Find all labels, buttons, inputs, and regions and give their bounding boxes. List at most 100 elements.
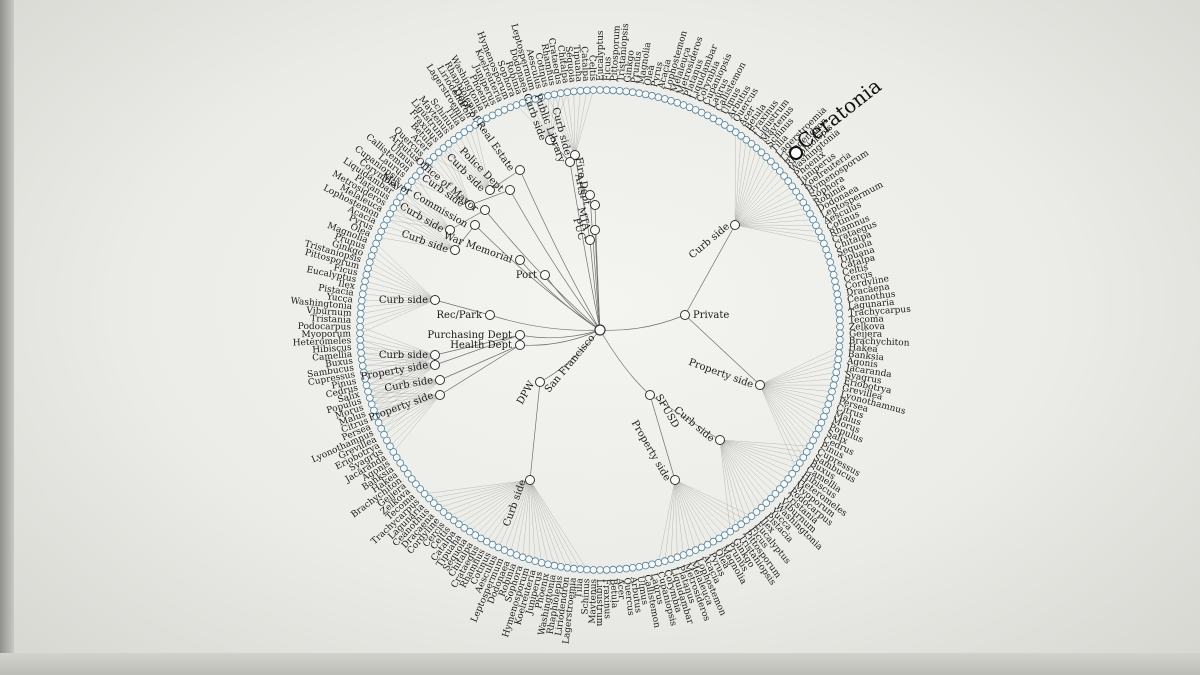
leaf-node <box>392 453 401 462</box>
site-node <box>465 200 475 210</box>
tree-link <box>684 314 761 386</box>
leaf-fan-link <box>734 207 807 226</box>
leaf-fan-link <box>359 299 436 334</box>
leaf-fan-link <box>364 378 441 381</box>
leaf-node <box>361 277 369 286</box>
highlighted-leaf[interactable]: Ceratonia <box>789 73 886 160</box>
leaf-fan-link <box>759 384 827 411</box>
leaf-fan-link <box>719 439 731 532</box>
leaf-node <box>357 349 365 357</box>
leaf-fan-link <box>734 161 772 226</box>
leaf-fan-link <box>362 364 436 367</box>
leaf-fan-link <box>378 379 441 423</box>
leaf-fan-link <box>759 384 819 429</box>
leaf-node <box>806 210 814 218</box>
highlighted-leaf-label[interactable]: Ceratonia <box>792 73 886 153</box>
leaf-label: Tristaniopsis <box>616 23 631 83</box>
caretaker-label: Rec/Park <box>437 310 483 321</box>
tree-link <box>474 224 601 331</box>
site-label: Property side <box>629 419 673 484</box>
site-node <box>715 435 725 445</box>
leaf-node <box>737 520 745 528</box>
leaf-node <box>416 167 425 175</box>
leaf-node <box>835 309 844 318</box>
monitor-bezel <box>0 0 14 675</box>
leaf-node <box>434 503 443 512</box>
leaf-fan-link <box>734 156 767 226</box>
leaf-node <box>799 198 808 207</box>
leaf-fan-link <box>567 92 576 156</box>
site-node <box>430 295 440 305</box>
leaf-node <box>477 117 485 126</box>
leaf-node <box>752 144 761 152</box>
leaf-label: Myoporum <box>301 329 351 340</box>
leaf-node <box>835 335 844 344</box>
leaf-node <box>477 534 485 543</box>
leaf-node <box>731 524 740 532</box>
leaf-fan-link <box>371 379 441 405</box>
leaf-fan-link <box>719 439 807 453</box>
highlighted-leaf-node[interactable] <box>789 146 803 160</box>
leaf-fan-link <box>719 439 793 474</box>
leaf-label: Viburnum <box>305 306 352 319</box>
leaf-node <box>771 162 780 171</box>
leaf-fan-link <box>443 147 471 206</box>
leaf-fan-link <box>522 479 531 558</box>
site-node <box>755 380 765 390</box>
leaf-fan-link <box>759 384 804 458</box>
leaf-node <box>802 448 811 456</box>
leaf-node <box>425 157 433 166</box>
leaf-node <box>367 400 376 409</box>
leaf-fan-link <box>734 213 811 226</box>
leaf-fan-link <box>759 346 840 386</box>
leaf-label: Geijera <box>849 329 883 339</box>
leaf-fan-link <box>424 479 531 494</box>
tree-link <box>434 334 521 356</box>
leaf-fan-link <box>734 224 822 238</box>
site-node <box>670 475 680 485</box>
leaf-node <box>615 565 624 573</box>
leaf-node <box>396 193 405 201</box>
leaf-node <box>544 560 552 569</box>
leaf-fan-link <box>734 202 804 226</box>
leaf-node <box>550 561 559 570</box>
leaf-label: Brachychiton <box>849 336 910 348</box>
leaf-fan-link <box>367 364 436 392</box>
leaf-fan-link <box>381 379 441 429</box>
leaf-fan-link <box>383 379 441 435</box>
leaf-node <box>356 309 365 318</box>
leaf-fan-link <box>415 175 451 231</box>
leaf-node <box>788 182 796 191</box>
leaf-fan-link <box>464 132 491 191</box>
leaf-node <box>400 464 408 473</box>
leaf-fan-link <box>363 372 441 381</box>
leaf-fan-link <box>443 147 491 191</box>
leaf-label: Pittosporum <box>610 25 623 82</box>
leaf-node <box>826 394 834 402</box>
leaf-fan-link <box>360 299 436 314</box>
leaf-fan-link <box>363 364 436 373</box>
leaf-node <box>780 172 788 180</box>
leaf-fan-link <box>475 124 491 191</box>
leaf-node <box>648 560 656 569</box>
leaf-label: Hibiscus <box>312 343 352 356</box>
leaf-fan-link <box>400 196 456 251</box>
leaf-fan-link <box>369 354 436 399</box>
leaf-node <box>715 117 723 126</box>
site-node <box>430 350 440 360</box>
leaf-node <box>767 157 775 166</box>
tree-link <box>434 334 521 366</box>
leaf-fan-link <box>448 479 531 517</box>
leaf-fan-link <box>360 299 436 321</box>
leaf-node <box>407 475 416 483</box>
leaf-fan-link <box>486 479 531 542</box>
monitor-bezel-bottom <box>0 653 1200 675</box>
leaf-node <box>525 555 533 563</box>
leaf-fan-link <box>719 439 742 525</box>
leaf-fan-link <box>360 339 436 356</box>
leaf-label: Banksia <box>847 350 885 363</box>
tree-link <box>649 394 721 441</box>
leaf-fan-link <box>734 196 800 226</box>
leaf-fan-link <box>364 281 436 301</box>
leaf-node <box>814 424 823 433</box>
